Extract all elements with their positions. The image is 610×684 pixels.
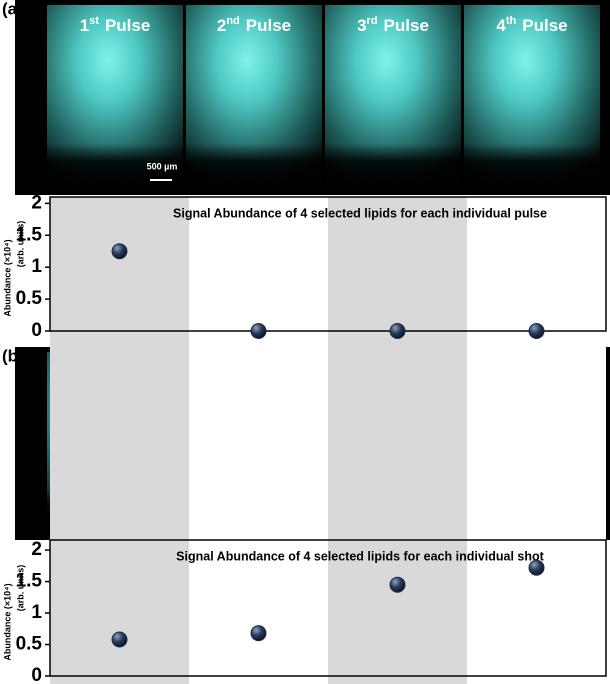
ordinal-number: 1 <box>80 16 89 35</box>
data-point <box>250 625 267 642</box>
data-point <box>389 323 406 339</box>
ordinal-suffix: rd <box>367 15 378 27</box>
ordinal-number: 4 <box>496 16 506 35</box>
data-point <box>389 576 406 593</box>
y-tick-label: 0 <box>31 665 42 684</box>
ordinal-suffix: nd <box>226 15 239 27</box>
image-title: 4th Pulse <box>496 15 567 36</box>
image-word: Pulse <box>105 16 150 35</box>
plot-frame <box>49 196 607 332</box>
micrograph-shadow <box>186 5 322 190</box>
ordinal-suffix: th <box>506 15 517 27</box>
micrograph-shadow <box>325 5 461 190</box>
scale-bar-label: 500 µm <box>147 161 178 171</box>
y-tick-label: 0.5 <box>16 634 43 655</box>
chart-title: Signal Abundance of 4 selected lipids fo… <box>176 549 544 563</box>
condition-label: No Ice Matrix <box>19 46 40 165</box>
panel-label: (a) <box>2 0 23 18</box>
image-word: Pulse <box>246 16 291 35</box>
data-point <box>111 631 128 648</box>
image-title: 3rd Pulse <box>357 15 429 36</box>
y-tick-label: 1.5 <box>16 224 43 245</box>
y-axis-label: Abundance (×10⁴) <box>2 583 12 660</box>
y-axis-label-units: (arb. units) <box>15 565 25 612</box>
y-tick-label: 0 <box>31 320 42 341</box>
micrograph-shadow <box>47 5 183 190</box>
micrograph-shadow <box>464 5 600 190</box>
image-word: Pulse <box>384 16 429 35</box>
image-title: 2nd Pulse <box>217 15 291 36</box>
plot-frame <box>49 539 607 677</box>
panel-label: (b) <box>2 346 24 365</box>
y-tick-label: 2 <box>31 192 42 213</box>
y-tick-label: 2 <box>31 539 42 560</box>
category-band <box>328 540 467 684</box>
condition-label: With Ice Matrix <box>19 384 40 518</box>
data-point <box>528 559 545 576</box>
y-tick-label: 0.5 <box>16 288 43 309</box>
y-axis-label-units: (arb. units) <box>15 221 25 268</box>
image-title: 1st Pulse <box>80 15 151 36</box>
data-point <box>528 323 545 339</box>
ordinal-number: 3 <box>357 16 366 35</box>
image-word: Pulse <box>522 16 567 35</box>
category-band <box>189 540 328 684</box>
category-band <box>50 540 189 684</box>
data-point <box>111 243 128 260</box>
ordinal-suffix: st <box>89 15 99 27</box>
y-axis-label: Abundance (×10⁴) <box>2 239 12 316</box>
ordinal-number: 2 <box>217 16 226 35</box>
data-point <box>250 323 267 339</box>
chart-title: Signal Abundance of 4 selected lipids fo… <box>173 206 547 220</box>
y-tick-label: 1.5 <box>16 571 43 592</box>
scale-bar <box>150 179 172 181</box>
y-tick-label: 1 <box>31 602 42 623</box>
y-tick-label: 1 <box>31 256 42 277</box>
